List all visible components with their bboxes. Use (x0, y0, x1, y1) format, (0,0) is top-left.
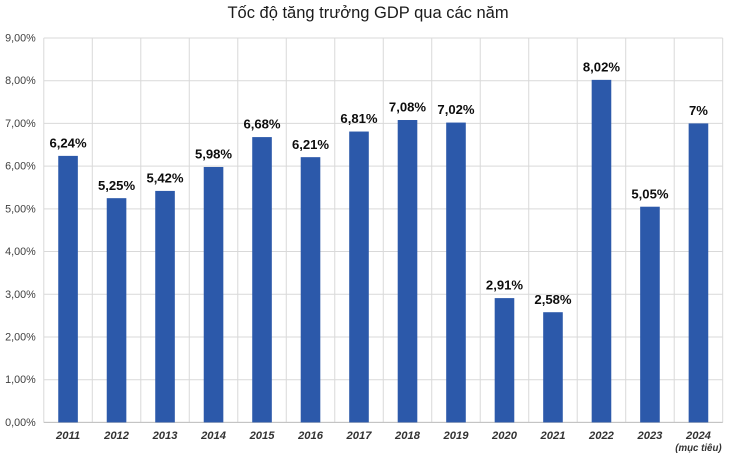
svg-text:2,91%: 2,91% (486, 278, 523, 293)
svg-text:3,00%: 3,00% (5, 289, 36, 301)
svg-text:7,02%: 7,02% (437, 102, 474, 117)
svg-text:8,02%: 8,02% (583, 59, 620, 74)
svg-text:2,58%: 2,58% (534, 292, 571, 307)
svg-text:2024: 2024 (685, 430, 712, 442)
svg-text:2013: 2013 (152, 430, 179, 442)
svg-text:2018: 2018 (394, 430, 421, 442)
svg-text:2020: 2020 (491, 430, 518, 442)
svg-text:2019: 2019 (443, 430, 470, 442)
svg-text:7%: 7% (689, 103, 708, 118)
svg-text:(mục tiêu): (mục tiêu) (675, 443, 721, 454)
svg-text:9,00%: 9,00% (5, 33, 36, 45)
svg-text:2011: 2011 (55, 430, 80, 442)
svg-text:4,00%: 4,00% (5, 246, 36, 258)
svg-text:8,00%: 8,00% (5, 75, 36, 87)
svg-text:5,25%: 5,25% (98, 178, 135, 193)
svg-text:6,68%: 6,68% (243, 117, 280, 132)
svg-text:2023: 2023 (637, 430, 664, 442)
svg-text:5,00%: 5,00% (5, 203, 36, 215)
svg-text:6,24%: 6,24% (49, 135, 86, 150)
svg-text:6,21%: 6,21% (292, 137, 329, 152)
svg-text:2022: 2022 (588, 430, 615, 442)
svg-text:6,00%: 6,00% (5, 161, 36, 173)
svg-text:1,00%: 1,00% (5, 374, 36, 386)
svg-text:5,05%: 5,05% (631, 186, 668, 201)
svg-text:5,98%: 5,98% (195, 147, 232, 162)
svg-text:0,00%: 0,00% (5, 417, 36, 429)
svg-text:2017: 2017 (346, 430, 373, 442)
svg-text:2016: 2016 (297, 430, 324, 442)
svg-text:2,00%: 2,00% (5, 331, 36, 343)
svg-text:2021: 2021 (540, 430, 566, 442)
svg-text:2015: 2015 (249, 430, 276, 442)
svg-text:2012: 2012 (103, 430, 130, 442)
svg-text:Tốc độ tăng trưởng GDP qua các: Tốc độ tăng trưởng GDP qua các năm (227, 4, 508, 22)
svg-text:7,08%: 7,08% (389, 100, 426, 115)
svg-text:2014: 2014 (200, 430, 227, 442)
svg-text:7,00%: 7,00% (5, 118, 36, 130)
svg-text:5,42%: 5,42% (146, 171, 183, 186)
svg-text:6,81%: 6,81% (340, 111, 377, 126)
